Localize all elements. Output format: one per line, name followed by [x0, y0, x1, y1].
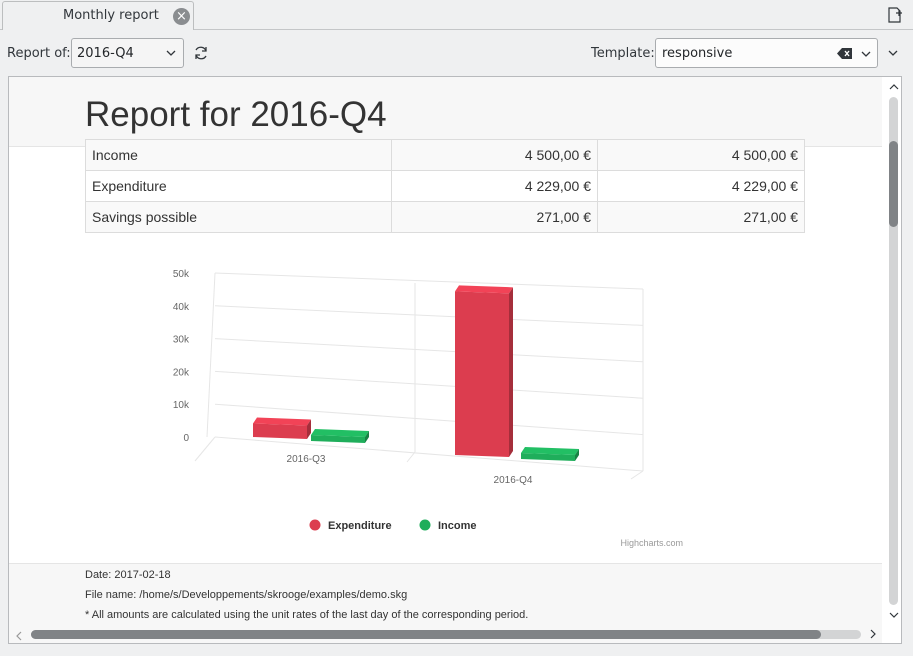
chart-bars [253, 285, 579, 461]
legend-label: Income [438, 520, 477, 532]
bar-expenditure-2016-Q4 [455, 285, 513, 457]
bar-side [509, 287, 513, 457]
report-toolbar: Report of: 2016-Q4 Template: responsive [0, 30, 913, 76]
tab-bar: Monthly report × [0, 0, 913, 30]
expand-chevron-icon[interactable] [887, 47, 899, 59]
report-title: Report for 2016-Q4 [85, 95, 387, 134]
x-tick-label: 2016-Q3 [287, 454, 326, 465]
template-input[interactable]: responsive [655, 38, 878, 68]
row-label: Income [85, 139, 392, 171]
grid-line [214, 272, 644, 290]
bar-side [307, 419, 311, 439]
chevron-down-icon [166, 50, 176, 56]
scroll-right-icon[interactable] [869, 629, 877, 639]
legend-label: Expenditure [328, 520, 392, 532]
vertical-scroll-track[interactable] [889, 97, 898, 605]
bar-top [455, 285, 513, 294]
report-of-label: Report of: [7, 46, 71, 61]
grid-line [214, 305, 644, 326]
new-tab-icon[interactable] [887, 7, 903, 23]
tab-monthly-report[interactable]: Monthly report × [2, 1, 194, 30]
grid-line [214, 436, 644, 472]
category-divider [406, 451, 416, 463]
y-tick-label: 40k [173, 302, 190, 313]
table-row: Income 4 500,00 € 4 500,00 € [85, 139, 805, 171]
chart-grid [194, 272, 644, 480]
row-value: 4 229,00 € [391, 170, 598, 202]
clear-text-icon[interactable] [837, 47, 853, 60]
bar-side [365, 431, 369, 443]
report-view[interactable]: Income 4 500,00 € 4 500,00 € Expenditure… [8, 76, 902, 644]
row-label: Savings possible [85, 201, 392, 233]
bar-front [455, 291, 509, 457]
scroll-left-icon[interactable] [15, 631, 23, 641]
report-footer [9, 563, 882, 643]
vertical-scrollbar[interactable] [885, 77, 901, 625]
grid-line [214, 338, 644, 363]
vertical-scroll-thumb[interactable] [889, 141, 898, 227]
row-value: 4 500,00 € [597, 139, 805, 171]
horizontal-scrollbar[interactable] [9, 625, 885, 643]
bar-front [521, 453, 575, 461]
y-tick-label: 0 [183, 433, 189, 444]
bar-chart: 0 10k 20k 30k 40k 50k 2016-Q3 2016-Q4 Expendit… [173, 269, 683, 548]
side-wall-edge [206, 272, 216, 438]
bar-income-2016-Q3 [311, 429, 369, 443]
row-value: 4 229,00 € [597, 170, 805, 202]
report-header [9, 77, 882, 147]
summary-table: Income 4 500,00 € 4 500,00 € Expenditure… [85, 139, 805, 233]
chart-legend: Expenditure Income [309, 519, 477, 532]
y-axis: 0 10k 20k 30k 40k 50k [173, 269, 190, 444]
report-period-select[interactable]: 2016-Q4 [71, 38, 184, 68]
row-value: 4 500,00 € [391, 139, 598, 171]
table-row: Expenditure 4 229,00 € 4 229,00 € [85, 170, 805, 202]
template-value: responsive [662, 46, 733, 61]
footer-file: File name: /home/s/Developpements/skroog… [85, 589, 408, 601]
y-tick-label: 10k [173, 400, 190, 411]
row-value: 271,00 € [597, 201, 805, 233]
tab-title: Monthly report [63, 8, 159, 23]
table-row: Savings possible 271,00 € 271,00 € [85, 201, 805, 233]
x-tick-label: 2016-Q4 [494, 475, 533, 486]
bar-top [253, 417, 311, 426]
report-period-value: 2016-Q4 [77, 46, 134, 61]
template-label: Template: [591, 46, 655, 61]
refresh-icon[interactable] [193, 45, 209, 61]
bar-expenditure-2016-Q3 [253, 417, 311, 439]
bar-income-2016-Q4 [521, 447, 579, 461]
y-tick-label: 50k [173, 269, 190, 280]
floor-edge [630, 470, 644, 480]
bar-front [311, 435, 365, 443]
row-value: 271,00 € [391, 201, 598, 233]
chevron-down-icon[interactable] [860, 48, 872, 60]
bar-top [521, 447, 579, 455]
chart-credit: Highcharts.com [620, 538, 683, 548]
bar-side [575, 449, 579, 461]
row-label: Expenditure [85, 170, 392, 202]
bar-front [253, 423, 307, 439]
scroll-down-icon[interactable] [889, 611, 899, 619]
bar-top [311, 429, 369, 437]
footer-note: * All amounts are calculated using the u… [85, 609, 529, 621]
y-tick-label: 20k [173, 367, 190, 378]
close-tab-button[interactable]: × [173, 8, 190, 25]
floor-edge [194, 436, 216, 462]
y-tick-label: 30k [173, 335, 190, 346]
legend-marker [309, 519, 321, 531]
legend-marker [419, 519, 431, 531]
footer-date: Date: 2017-02-18 [85, 569, 171, 581]
grid-line [214, 370, 644, 399]
scroll-up-icon[interactable] [889, 83, 899, 91]
x-axis: 2016-Q3 2016-Q4 [287, 454, 533, 486]
horizontal-scroll-thumb[interactable] [31, 630, 821, 639]
grid-line [214, 403, 644, 436]
